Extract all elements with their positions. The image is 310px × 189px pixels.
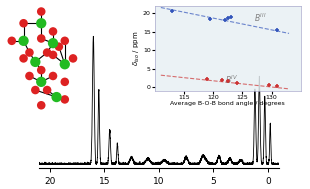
Point xyxy=(39,80,44,83)
Y-axis label: $\delta_{iso}$ / ppm: $\delta_{iso}$ / ppm xyxy=(131,31,142,66)
Point xyxy=(266,84,271,87)
Point xyxy=(54,96,59,99)
Point xyxy=(170,10,175,13)
Point xyxy=(21,39,26,42)
X-axis label: Average B-O-B bond angle / degrees: Average B-O-B bond angle / degrees xyxy=(170,101,285,106)
Point xyxy=(51,30,55,33)
Text: $B^{IV}$: $B^{IV}$ xyxy=(225,74,238,86)
Point xyxy=(39,104,44,107)
Point xyxy=(62,98,67,101)
Point xyxy=(51,74,55,77)
Point xyxy=(51,53,55,56)
Point xyxy=(205,77,210,80)
Point xyxy=(21,22,26,25)
Point xyxy=(39,10,44,13)
Point xyxy=(9,39,14,42)
Point xyxy=(208,17,213,20)
Point xyxy=(45,88,50,91)
Point xyxy=(21,57,26,60)
Point xyxy=(225,80,230,83)
Point xyxy=(27,74,32,77)
Point xyxy=(62,63,67,66)
Point xyxy=(62,39,67,42)
Point xyxy=(71,57,76,60)
Point xyxy=(225,16,230,19)
Point xyxy=(275,85,280,88)
Point xyxy=(45,51,50,54)
Point xyxy=(228,15,233,18)
Point xyxy=(39,69,44,72)
Text: $B^{III}$: $B^{III}$ xyxy=(254,12,267,24)
Point xyxy=(51,42,55,45)
Point xyxy=(234,81,239,84)
Point xyxy=(39,37,44,40)
Point xyxy=(223,18,228,21)
Point xyxy=(27,51,32,54)
Point xyxy=(275,28,280,31)
Point xyxy=(219,79,224,82)
Point xyxy=(33,88,38,91)
Point xyxy=(62,80,67,83)
Point xyxy=(56,45,61,48)
Point xyxy=(39,22,44,25)
Point xyxy=(33,60,38,64)
